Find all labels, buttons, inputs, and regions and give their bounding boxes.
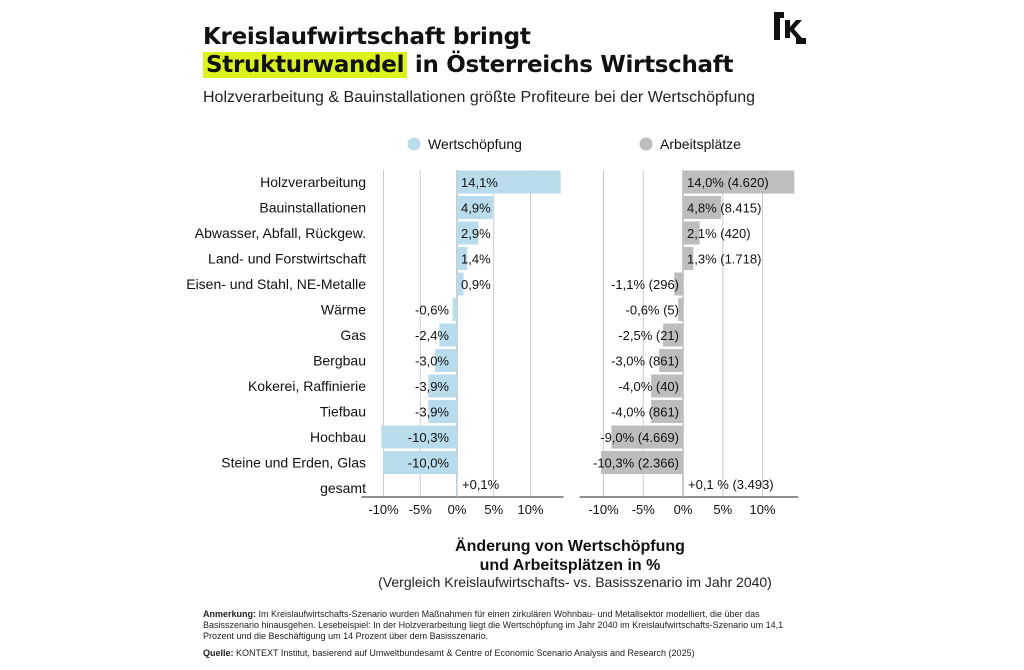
data-label: -4,0% (40) [618,379,679,394]
footnote-text: Im Kreislaufwirtschafts-Szenario wurden … [203,609,784,641]
source: Quelle: KONTEXT Institut, basierend auf … [203,648,803,658]
x-axis-title-line-2: und Arbeitsplätzen in % [479,557,661,574]
bar [683,247,694,270]
data-label: 4,8% (8.415) [687,201,761,216]
data-label: -9,0% (4.669) [600,430,679,445]
category-label: Bergbau [313,353,366,369]
data-label: 1,4% [461,252,491,267]
x-axis-title-line-1: Änderung von Wertschöpfung [455,538,685,555]
bar [457,170,561,194]
bar [457,272,464,296]
x-tick-label: 5% [713,502,732,517]
category-label: Kokerei, Raffinierie [248,378,366,394]
legend-marker [407,137,421,151]
category-label: Wärme [321,302,366,318]
data-label: -1,1% (296) [611,277,679,292]
legend-label: Arbeitsplätze [660,136,741,152]
category-label: Land- und Forstwirtschaft [208,251,366,267]
kontext-logo-icon [774,12,806,44]
data-label: 14,0% (4.620) [687,175,769,190]
bar [678,298,683,321]
x-tick-label: 5% [484,502,503,517]
bar [651,374,683,398]
x-tick-label: -5% [632,502,656,517]
bar [439,323,457,347]
data-label: -0,6% [415,303,449,318]
bar [457,221,479,245]
bar [383,451,457,474]
data-label: -10,0% [408,456,450,471]
category-label: Gas [340,327,366,343]
category-label: Tiefbau [320,404,366,420]
bar [683,221,700,245]
footnote-label: Anmerkung: [203,609,257,619]
bar [663,323,683,347]
x-tick-label: 0% [448,502,467,517]
category-label: Holzverarbeitung [260,174,366,190]
category-label: gesamt [320,480,366,496]
data-label: -0,6% (5) [626,303,679,318]
bar [683,476,684,500]
data-label: 0,9% [461,277,491,292]
x-tick-label: 0% [674,502,693,517]
x-tick-label: -10% [588,502,619,517]
data-label: 14,1% [461,175,498,190]
data-label: -2,4% [415,328,449,343]
bar [611,425,683,449]
x-tick-label: -10% [368,502,399,517]
title-rest: in Österreichs Wirtschaft [407,52,734,78]
category-label: Hochbau [310,429,366,445]
category-label: Abwasser, Abfall, Rückgew. [195,225,366,241]
x-axis-note: (Vergleich Kreislaufwirtschafts- vs. Bas… [378,574,772,590]
data-label: -3,9% [415,405,449,420]
category-label: Bauinstallationen [259,200,366,216]
data-label: +0,1% [462,477,500,492]
legend-label: Wertschöpfung [428,136,522,152]
bar [651,400,683,423]
bar [434,349,457,372]
chart-title-line-2: Strukturwandel in Österreichs Wirtschaft [203,52,733,78]
data-label: -3,0% (861) [611,354,679,369]
data-label: -3,9% [415,379,449,394]
bar [457,196,494,219]
data-label: 4,9% [461,201,491,216]
bar [659,349,683,372]
bar [457,247,468,270]
x-tick-label: 10% [517,502,543,517]
bar [601,451,683,474]
category-label: Eisen- und Stahl, NE-Metalle [186,276,366,292]
bar [674,272,683,296]
bar [381,425,457,449]
source-label: Quelle: [203,648,234,658]
bar [428,400,457,423]
bar [452,298,457,321]
data-label: -4,0% (861) [611,405,679,420]
data-label: 1,3% (1.718) [687,252,761,267]
bar [683,196,722,219]
data-label: 2,1% (420) [687,226,751,241]
x-axis-title: Änderung von Wertschöpfung und Arbeitspl… [360,537,780,575]
legend-marker [639,137,653,151]
title-highlight: Strukturwandel [203,52,408,78]
data-label: -2,5% (21) [618,328,679,343]
bar [428,374,457,398]
chart-subtitle: Holzverarbeitung & Bauinstallationen grö… [203,89,756,106]
data-label: +0,1 % (3.493) [688,477,774,492]
chart-title-line-1: Kreislaufwirtschaft bringt [203,24,531,50]
data-label: 2,9% [461,226,491,241]
bar [457,476,458,500]
category-label: Steine und Erden, Glas [221,455,366,471]
data-label: -10,3% (2.366) [593,456,679,471]
data-label: -3,0% [415,354,449,369]
x-tick-label: -5% [409,502,433,517]
x-tick-label: 10% [749,502,775,517]
source-text: KONTEXT Institut, basierend auf Umweltbu… [233,648,695,658]
data-label: -10,3% [408,430,450,445]
bar [683,170,795,194]
footnote: Anmerkung: Im Kreislaufwirtschafts-Szena… [203,609,803,642]
